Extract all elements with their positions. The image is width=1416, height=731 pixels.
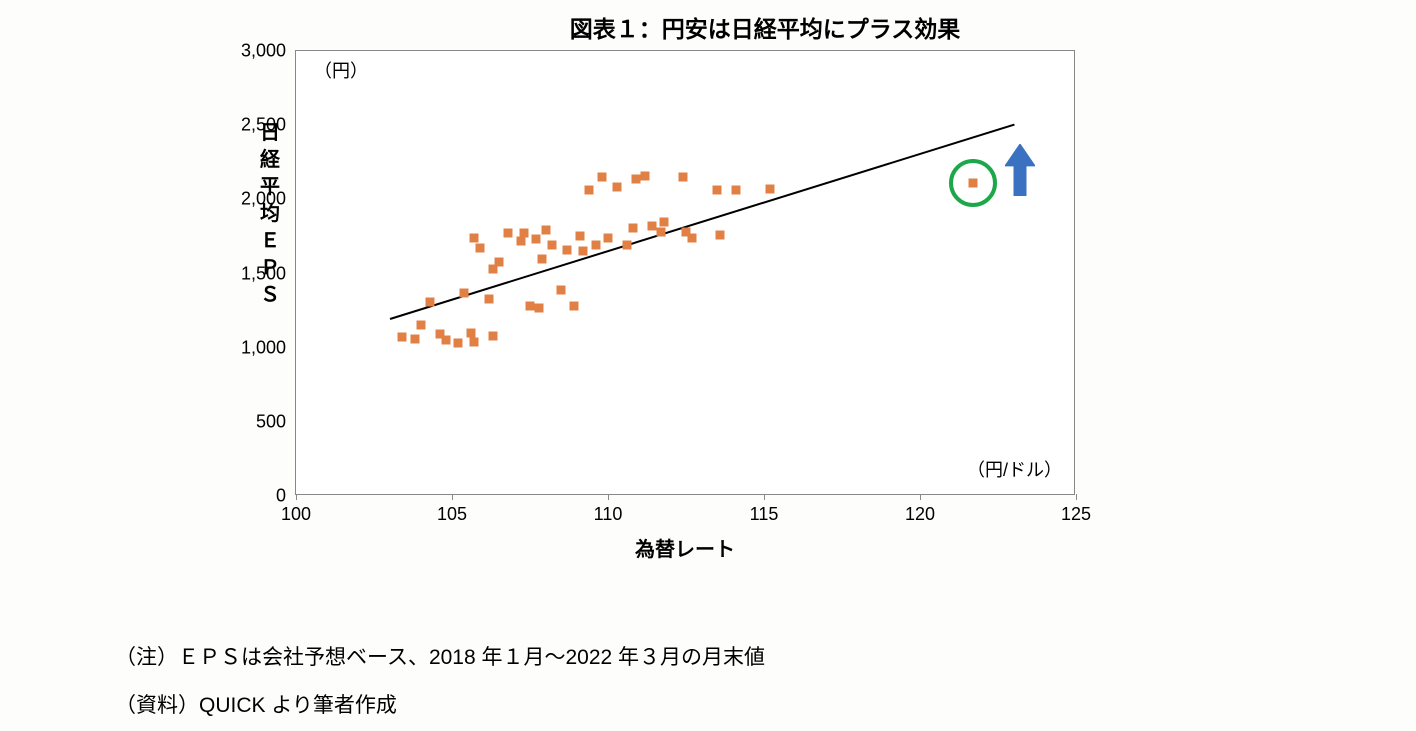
data-point [557,285,566,294]
x-tick-label: 115 [750,494,779,525]
plot-box: （円） （円/ドル） 05001,0001,5002,0002,5003,000… [295,50,1075,495]
data-point [441,336,450,345]
note-line: （注）ＥＰＳは会社予想ベース、2018 年１月～2022 年３月の月末値 [115,634,1275,682]
data-point [526,302,535,311]
data-point [488,331,497,340]
y-axis-unit: （円） [314,57,368,83]
data-point [579,247,588,256]
chart-title: 図表１：円安は日経平均にプラス効果 [255,10,1275,44]
data-point [597,173,606,182]
data-point [410,334,419,343]
chart-area: 日経平均ＥＰＳ （円） （円/ドル） 05001,0001,5002,0002,… [295,50,1275,562]
data-point [569,302,578,311]
x-tick-label: 125 [1061,494,1091,525]
data-point [731,186,740,195]
data-point [454,339,463,348]
highlight-circle [949,159,997,207]
data-point [469,337,478,346]
data-point [532,235,541,244]
y-tick-label: 500 [256,411,296,432]
data-point [535,303,544,312]
data-point [647,222,656,231]
data-point [628,223,637,232]
data-point [641,171,650,180]
x-tick-label: 100 [281,494,311,525]
data-point [519,229,528,238]
chart-notes: （注）ＥＰＳは会社予想ベース、2018 年１月～2022 年３月の月末値 （資料… [115,634,1275,731]
data-point [485,294,494,303]
data-point [563,245,572,254]
up-arrow-icon [1005,144,1035,201]
y-tick-label: 3,000 [241,41,296,62]
data-point [426,297,435,306]
y-tick-label: 2,000 [241,189,296,210]
data-point [613,183,622,192]
data-point [466,328,475,337]
data-point [538,254,547,263]
data-point [460,288,469,297]
note-line: （資料）QUICK より筆者作成 [115,682,1275,730]
data-point [547,241,556,250]
data-point [398,333,407,342]
data-point [716,230,725,239]
x-tick-label: 110 [594,494,623,525]
x-tick-label: 120 [905,494,935,525]
data-point [541,226,550,235]
data-point [713,186,722,195]
data-point [766,184,775,193]
data-point [585,186,594,195]
data-point [678,173,687,182]
data-point [657,227,666,236]
x-tick-label: 105 [437,494,467,525]
y-tick-label: 2,500 [241,115,296,136]
data-point [494,257,503,266]
data-point [591,241,600,250]
data-point [632,174,641,183]
data-point [660,217,669,226]
x-axis-label: 為替レート [295,533,1075,562]
data-point [688,233,697,242]
y-tick-label: 1,500 [241,263,296,284]
data-point [476,244,485,253]
data-point [575,232,584,241]
trendline [389,124,1014,320]
data-point [504,229,513,238]
x-axis-unit: （円/ドル） [967,456,1062,482]
data-point [416,321,425,330]
y-tick-label: 1,000 [241,337,296,358]
data-point [604,233,613,242]
data-point [469,233,478,242]
data-point [622,241,631,250]
